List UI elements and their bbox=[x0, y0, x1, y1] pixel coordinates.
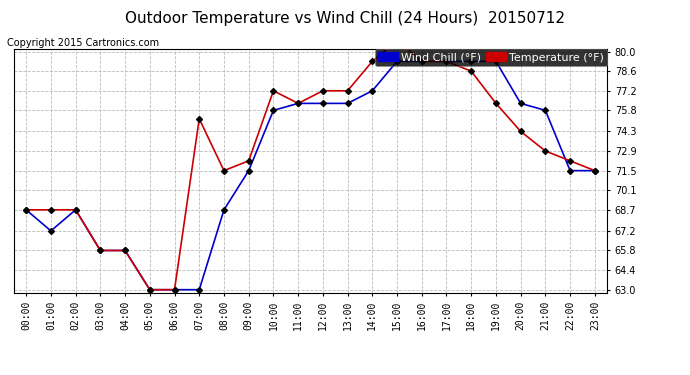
Text: Outdoor Temperature vs Wind Chill (24 Hours)  20150712: Outdoor Temperature vs Wind Chill (24 Ho… bbox=[125, 11, 565, 26]
Text: Copyright 2015 Cartronics.com: Copyright 2015 Cartronics.com bbox=[7, 38, 159, 48]
Legend: Wind Chill (°F), Temperature (°F): Wind Chill (°F), Temperature (°F) bbox=[375, 49, 607, 66]
